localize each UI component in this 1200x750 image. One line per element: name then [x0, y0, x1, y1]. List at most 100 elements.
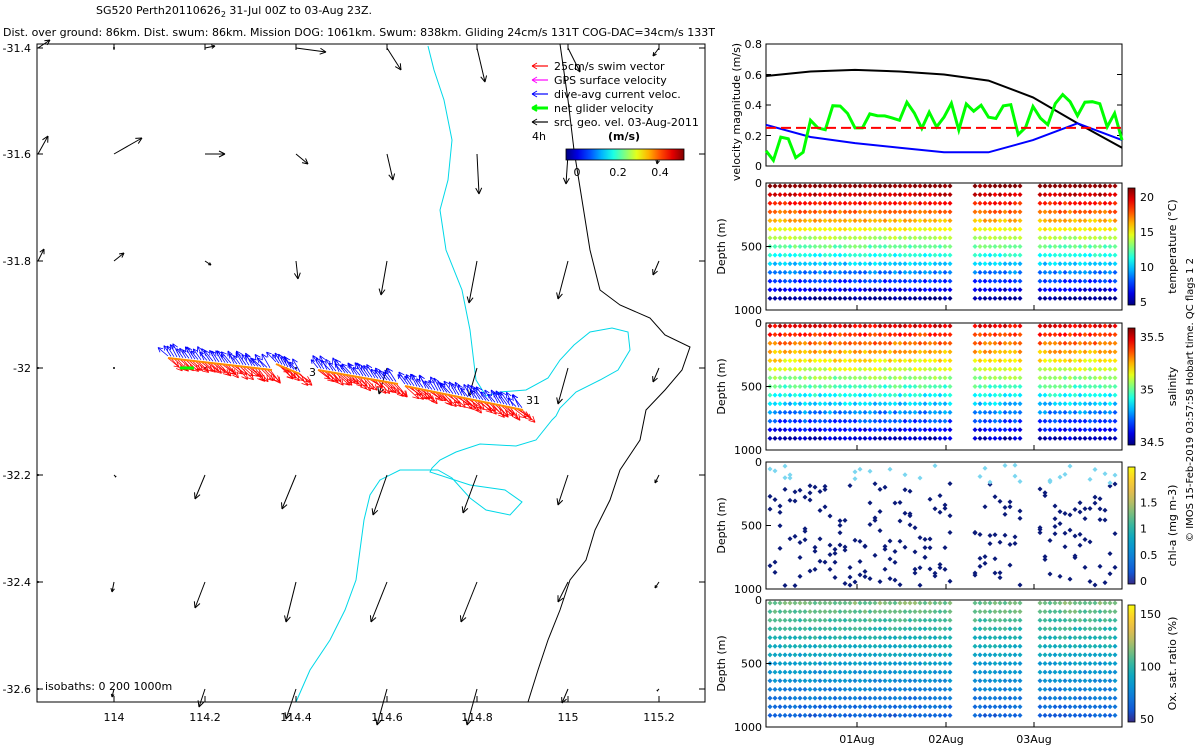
salinity-ytick-0: 0: [755, 317, 762, 330]
data-point: [1052, 269, 1058, 275]
data-point: [787, 349, 793, 355]
data-point: [822, 261, 828, 267]
data-point: [892, 577, 898, 583]
data-point: [822, 287, 828, 293]
data-point: [1007, 409, 1013, 415]
data-point: [852, 418, 858, 424]
data-point: [1012, 418, 1018, 424]
data-point: [1012, 332, 1018, 338]
data-point: [1107, 661, 1113, 666]
data-point: [977, 183, 983, 189]
data-point: [927, 409, 933, 415]
data-point: [932, 295, 938, 301]
data-point: [1067, 252, 1073, 258]
data-point: [982, 323, 988, 329]
data-point: [1067, 295, 1073, 301]
data-point: [1002, 183, 1008, 189]
data-point: [1102, 712, 1108, 718]
data-point: [1052, 503, 1058, 509]
data-point: [857, 418, 863, 424]
data-point: [767, 678, 773, 684]
data-point: [842, 669, 848, 675]
data-point: [902, 392, 908, 398]
data-point: [872, 481, 878, 487]
data-point: [1077, 375, 1083, 381]
data-point: [887, 626, 893, 632]
data-point: [907, 218, 913, 224]
data-point: [1082, 392, 1088, 398]
data-point: [1072, 678, 1078, 684]
data-point: [1037, 375, 1043, 381]
data-point: [1077, 183, 1083, 189]
data-point: [797, 609, 803, 615]
data-point: [927, 669, 933, 675]
data-point: [1112, 349, 1118, 355]
data-point: [1082, 564, 1088, 570]
data-point: [797, 235, 803, 241]
data-point: [927, 226, 933, 232]
data-point: [862, 269, 868, 275]
data-point: [822, 269, 828, 275]
data-point: [997, 183, 1003, 189]
data-point: [1107, 183, 1113, 189]
data-point: [842, 235, 848, 241]
data-point: [917, 366, 923, 372]
data-point: [812, 278, 818, 284]
swim-vector: [509, 407, 521, 421]
current-arrow: [194, 474, 206, 500]
data-point: [982, 209, 988, 215]
data-point: [927, 244, 933, 249]
swim-vector: [491, 403, 505, 418]
data-point: [932, 340, 938, 346]
chl-a-colorbar: [1127, 466, 1136, 585]
data-point: [897, 661, 903, 666]
dac-vector: [480, 391, 490, 402]
data-point: [867, 427, 873, 433]
data-point: [1087, 366, 1093, 372]
data-point: [1052, 418, 1058, 424]
data-point: [882, 375, 888, 381]
data-point: [847, 401, 853, 407]
swim-vector: [473, 399, 485, 410]
data-point: [947, 643, 953, 649]
data-point: [1002, 511, 1008, 517]
data-point: [817, 409, 823, 415]
data-point: [872, 375, 878, 381]
temperature-ctick-3: 20: [1140, 191, 1154, 204]
data-point: [987, 384, 993, 389]
data-point: [942, 704, 948, 710]
data-point: [1047, 661, 1053, 666]
data-point: [1037, 427, 1043, 433]
data-point: [862, 401, 868, 407]
data-point: [1092, 435, 1098, 441]
data-point: [832, 712, 838, 718]
data-point: [1057, 366, 1063, 372]
data-point: [977, 323, 983, 329]
data-point: [1007, 427, 1013, 433]
data-point: [852, 712, 858, 718]
data-point: [837, 244, 843, 249]
data-point: [852, 235, 858, 241]
data-point: [1037, 218, 1043, 224]
data-point: [1057, 521, 1063, 527]
data-point: [927, 435, 933, 441]
data-point: [977, 695, 983, 701]
data-point: [867, 192, 873, 198]
data-point: [1072, 652, 1078, 658]
current-arrow: [113, 252, 125, 262]
data-point: [1082, 626, 1088, 632]
data-point: [817, 712, 823, 718]
data-point: [867, 209, 873, 215]
data-point: [797, 712, 803, 718]
chl-a-ytick-1000: 1000: [734, 583, 762, 596]
data-point: [942, 418, 948, 424]
data-point: [787, 472, 793, 478]
data-point: [1002, 418, 1008, 424]
data-point: [1067, 669, 1073, 675]
data-point: [902, 261, 908, 267]
data-point: [812, 295, 818, 301]
data-point: [1017, 695, 1023, 701]
data-point: [797, 226, 803, 232]
data-point: [977, 652, 983, 658]
data-point: [942, 392, 948, 398]
